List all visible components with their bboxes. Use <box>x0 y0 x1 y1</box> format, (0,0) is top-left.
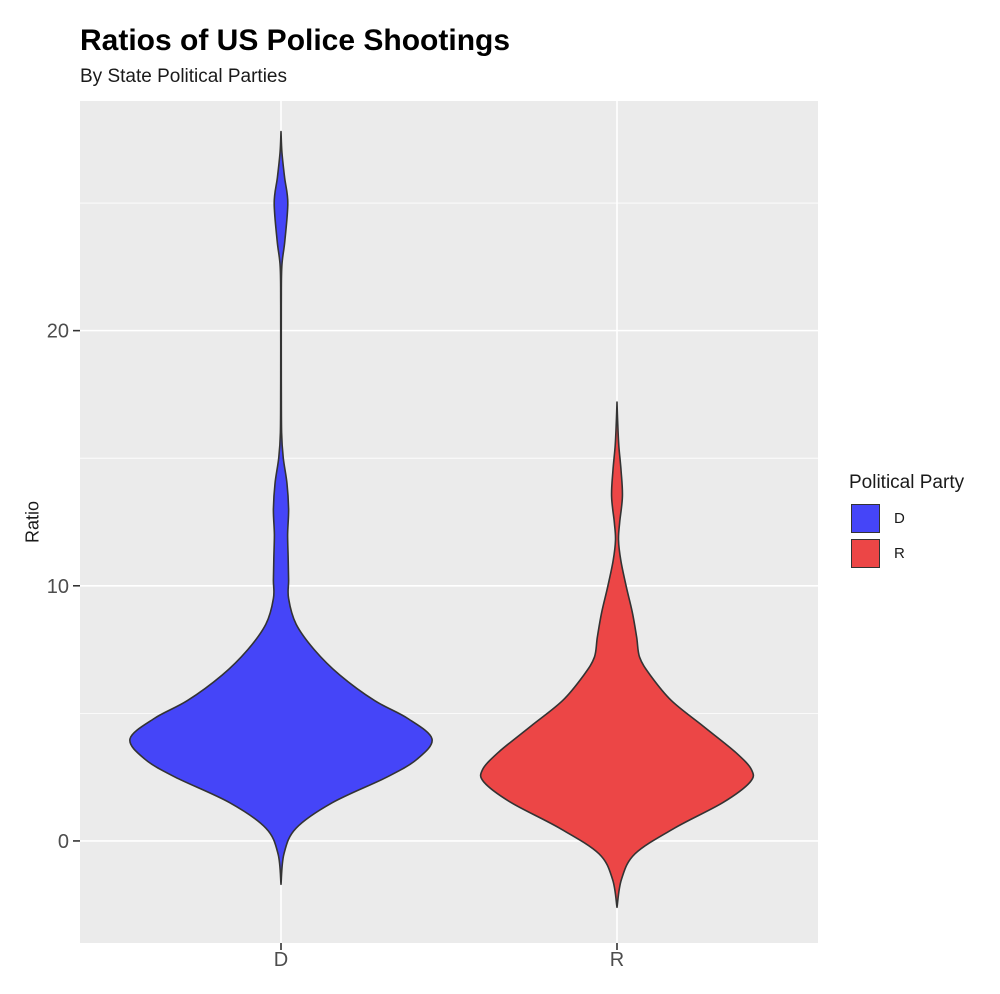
legend-label-r: R <box>894 545 905 562</box>
legend-label-d: D <box>894 510 905 527</box>
x-tick-label: R <box>610 949 624 971</box>
legend-key-d <box>851 504 880 533</box>
legend-title: Political Party <box>849 472 965 493</box>
y-tick-label: 0 <box>58 831 69 853</box>
chart-title: Ratios of US Police Shootings <box>80 24 511 57</box>
violin-r <box>479 401 755 909</box>
y-tick-label: 20 <box>47 321 69 343</box>
y-tick-label: 10 <box>47 576 69 598</box>
legend-key-r <box>851 539 880 568</box>
x-tick-label: D <box>274 949 288 971</box>
y-axis: 0 10 20 <box>47 321 80 853</box>
chart-subtitle: By State Political Parties <box>80 66 287 87</box>
violin-d <box>129 130 433 886</box>
violins <box>129 130 755 909</box>
plot-panel <box>80 101 818 943</box>
